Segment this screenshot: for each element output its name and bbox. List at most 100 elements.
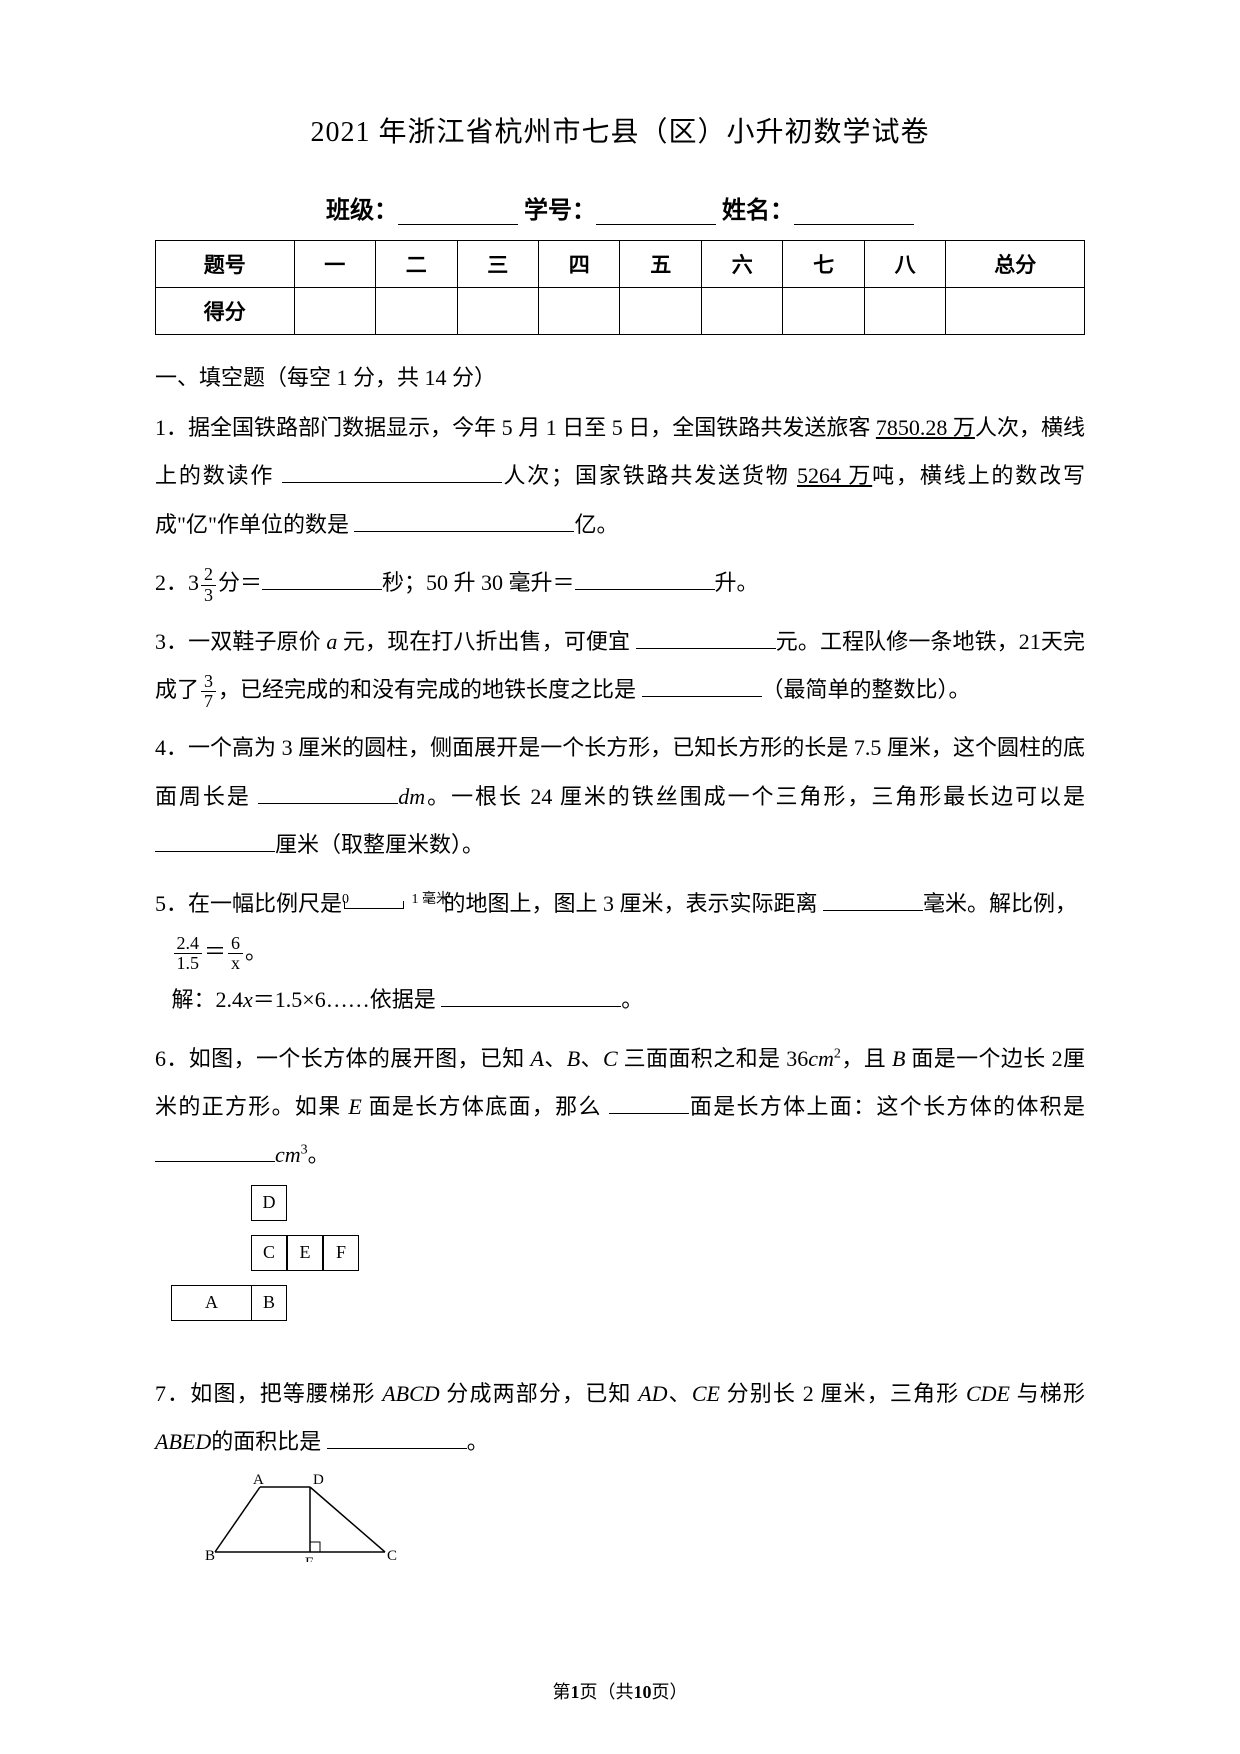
score-cell[interactable] xyxy=(457,288,538,335)
q-text: 人次；国家铁路共发送货物 xyxy=(502,463,797,488)
trapezoid-figure: A D B C E xyxy=(205,1472,1085,1579)
answer-blank[interactable] xyxy=(575,570,715,590)
variable: C xyxy=(603,1046,618,1071)
face-a: A xyxy=(171,1285,251,1321)
answer-blank[interactable] xyxy=(642,677,762,697)
answer-blank[interactable] xyxy=(823,891,923,911)
answer-blank[interactable] xyxy=(327,1429,467,1449)
answer-blank[interactable] xyxy=(258,784,398,804)
col-header: 二 xyxy=(376,241,457,288)
q-text: （最简单的整数比）。 xyxy=(762,677,971,702)
variable: B xyxy=(567,1046,580,1071)
question-6: 6．如图，一个长方体的展开图，已知 A、B、C 三面面积之和是 36cm2，且 … xyxy=(155,1035,1085,1360)
unit: dm xyxy=(398,784,425,809)
col-header: 四 xyxy=(538,241,619,288)
label-e: E xyxy=(305,1555,314,1562)
score-cell[interactable] xyxy=(701,288,782,335)
denominator: x xyxy=(228,954,243,974)
page-number: 1 xyxy=(571,1682,580,1702)
col-header: 题号 xyxy=(156,241,295,288)
q-text: 。 xyxy=(245,939,267,964)
q-text: 的地图上，图上 3 厘米，表示实际距离 xyxy=(444,891,824,916)
row-label: 得分 xyxy=(156,288,295,335)
fraction: 23 xyxy=(201,565,216,606)
q-text: 分别长 2 厘米，三角形 xyxy=(720,1381,966,1406)
answer-blank[interactable] xyxy=(441,987,621,1007)
page-title: 2021 年浙江省杭州市七县（区）小升初数学试卷 xyxy=(155,110,1085,150)
variable: ABCD xyxy=(382,1381,439,1406)
question-3: 3．一双鞋子原价 a 元，现在打八折出售，可便宜 元。工程队修一条地铁，21天完… xyxy=(155,618,1085,715)
score-cell[interactable] xyxy=(538,288,619,335)
score-cell[interactable] xyxy=(946,288,1085,335)
footer-text: 页） xyxy=(652,1682,688,1702)
denominator: 1.5 xyxy=(174,954,203,974)
question-4: 4．一个高为 3 厘米的圆柱，侧面展开是一个长方形，已知长方形的长是 7.5 厘… xyxy=(155,724,1085,869)
col-header: 一 xyxy=(294,241,375,288)
denominator: 7 xyxy=(201,692,216,712)
label-b: B xyxy=(205,1548,215,1562)
question-7: 7．如图，把等腰梯形 ABCD 分成两部分，已知 AD、CE 分别长 2 厘米，… xyxy=(155,1370,1085,1579)
variable: ABED xyxy=(155,1429,211,1454)
col-header: 八 xyxy=(864,241,945,288)
student-info-row: 班级： 学号： 姓名： xyxy=(155,190,1085,225)
q-text: 元，现在打八折出售，可便宜 xyxy=(337,629,635,654)
q-text: 1．据全国铁路部门数据显示，今年 5 月 1 日至 5 日，全国铁路共发送旅客 xyxy=(155,415,876,440)
question-1: 1．据全国铁路部门数据显示，今年 5 月 1 日至 5 日，全国铁路共发送旅客 … xyxy=(155,404,1085,549)
q-text: ，已经完成的和没有完成的地铁长度之比是 xyxy=(218,677,642,702)
answer-blank[interactable] xyxy=(354,512,574,532)
face-d: D xyxy=(251,1185,287,1221)
net-figure: D C E F A B xyxy=(215,1185,395,1360)
answer-blank[interactable] xyxy=(609,1094,689,1114)
total-pages: 10 xyxy=(634,1682,652,1702)
answer-blank[interactable] xyxy=(282,463,502,483)
q-text: 与梯形 xyxy=(1010,1381,1085,1406)
score-cell[interactable] xyxy=(376,288,457,335)
question-5: 5．在一幅比例尺是01 毫米 的地图上，图上 3 厘米，表示实际距离 毫米。解比… xyxy=(155,880,1085,1025)
score-cell[interactable] xyxy=(294,288,375,335)
page-footer: 第1页（共10页） xyxy=(0,1678,1240,1704)
col-header: 六 xyxy=(701,241,782,288)
q-text: ，且 xyxy=(841,1046,892,1071)
answer-blank[interactable] xyxy=(155,832,275,852)
name-blank[interactable] xyxy=(794,203,914,225)
section-heading: 一、填空题（每空 1 分，共 14 分） xyxy=(155,360,1085,392)
answer-blank[interactable] xyxy=(636,629,776,649)
q-text: 分成两部分，已知 xyxy=(440,1381,639,1406)
name-label: 姓名： xyxy=(722,198,794,224)
table-row: 题号 一 二 三 四 五 六 七 八 总分 xyxy=(156,241,1085,288)
col-header: 总分 xyxy=(946,241,1085,288)
q-text: 秒；50 升 30 毫升＝ xyxy=(382,570,575,595)
col-header: 五 xyxy=(620,241,701,288)
id-blank[interactable] xyxy=(596,203,716,225)
denominator: 3 xyxy=(201,586,216,606)
footer-text: 页（共 xyxy=(580,1682,634,1702)
face-e: E xyxy=(287,1235,323,1271)
variable: CDE xyxy=(966,1381,1010,1406)
q-text: 分＝ xyxy=(218,570,262,595)
q-text: 三面面积之和是 36 xyxy=(618,1046,809,1071)
label-a: A xyxy=(253,1472,264,1488)
col-header: 三 xyxy=(457,241,538,288)
score-table: 题号 一 二 三 四 五 六 七 八 总分 得分 xyxy=(155,240,1085,335)
numerator: 3 xyxy=(201,672,216,693)
q-text: 5．在一幅比例尺是 xyxy=(155,891,342,916)
variable: a xyxy=(326,629,337,654)
label-c: C xyxy=(387,1548,397,1562)
q-text: 升。 xyxy=(715,570,759,595)
numerator: 6 xyxy=(228,934,243,955)
answer-blank[interactable] xyxy=(262,570,382,590)
variable: x xyxy=(243,987,253,1012)
class-blank[interactable] xyxy=(398,203,518,225)
score-cell[interactable] xyxy=(620,288,701,335)
unit: cm xyxy=(808,1046,834,1071)
q-text: 、 xyxy=(580,1046,603,1071)
scale-ruler-icon: 01 毫米 xyxy=(344,895,414,915)
q-text: 的面积比是 xyxy=(211,1429,327,1454)
score-cell[interactable] xyxy=(783,288,864,335)
answer-blank[interactable] xyxy=(155,1142,275,1162)
superscript: 2 xyxy=(834,1046,841,1061)
unit: cm xyxy=(275,1142,301,1167)
q-text: 亿。 xyxy=(574,512,618,537)
score-cell[interactable] xyxy=(864,288,945,335)
table-row: 得分 xyxy=(156,288,1085,335)
